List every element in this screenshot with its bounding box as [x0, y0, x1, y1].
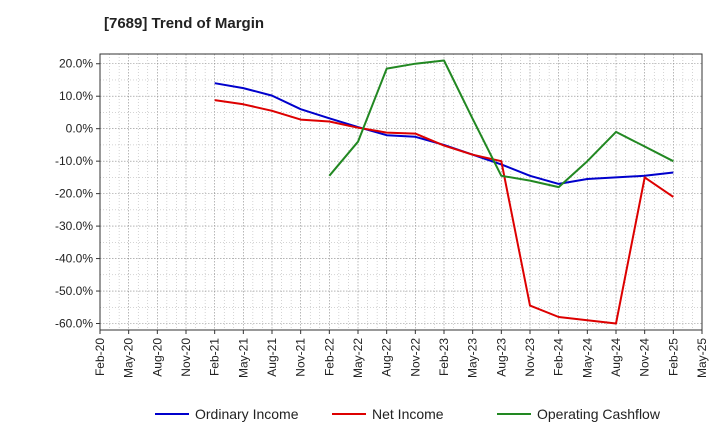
- y-tick-label: -10.0%: [55, 154, 93, 168]
- y-tick-label: -50.0%: [55, 284, 93, 298]
- series-line-2: [214, 99, 674, 325]
- x-tick-label: Aug-21: [265, 338, 279, 377]
- x-tick-label: Aug-20: [150, 338, 164, 377]
- x-tick-label: Nov-20: [179, 338, 193, 377]
- legend-label: Operating Cashflow: [537, 406, 661, 422]
- y-tick-label: 10.0%: [59, 89, 93, 103]
- plot-frame: [99, 53, 703, 331]
- x-tick-label: Feb-23: [437, 338, 451, 376]
- x-tick-label: May-24: [580, 338, 594, 378]
- y-tick-label: -30.0%: [55, 219, 93, 233]
- x-tick-label: Feb-24: [552, 338, 566, 376]
- series-line-3: [328, 59, 674, 189]
- x-tick-label: Nov-23: [523, 338, 537, 377]
- x-tick-label: May-22: [351, 338, 365, 378]
- legend-label: Ordinary Income: [195, 406, 299, 422]
- x-tick-label: May-20: [122, 338, 136, 378]
- x-tick-label: Aug-22: [380, 338, 394, 377]
- chart-title: [7689] Trend of Margin: [104, 15, 265, 32]
- x-tick-label: Feb-20: [93, 338, 107, 376]
- y-tick-label: -40.0%: [55, 252, 93, 266]
- x-tick-label: Aug-23: [494, 338, 508, 377]
- x-tick-label: Nov-22: [408, 338, 422, 377]
- y-tick-label: -20.0%: [55, 187, 93, 201]
- x-tick-label: May-21: [236, 338, 250, 378]
- legend-label: Net Income: [372, 406, 444, 422]
- x-tick-label: May-25: [695, 338, 709, 378]
- x-tick-label: Nov-21: [294, 338, 308, 377]
- x-tick-label: Feb-21: [208, 338, 222, 376]
- x-tick-label: Feb-22: [322, 338, 336, 376]
- y-tick-label: 0.0%: [66, 122, 94, 136]
- x-tick-label: Nov-24: [638, 338, 652, 377]
- x-tick-label: Aug-24: [609, 338, 623, 377]
- y-tick-label: -60.0%: [55, 317, 93, 331]
- x-tick-label: May-23: [466, 338, 480, 378]
- x-tick-label: Feb-25: [666, 338, 680, 376]
- y-tick-label: 20.0%: [59, 57, 93, 71]
